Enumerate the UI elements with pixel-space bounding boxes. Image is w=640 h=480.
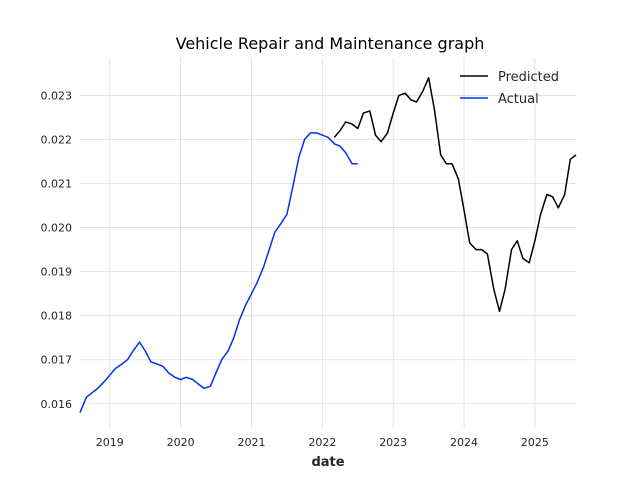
chart-title: Vehicle Repair and Maintenance graph [176,34,485,53]
x-tick-label: 2019 [96,436,124,449]
y-tick-label: 0.016 [41,398,73,411]
x-tick-label: 2023 [379,436,407,449]
x-tick-label: 2022 [308,436,336,449]
series-line-predicted [333,77,577,313]
x-tick-label: 2021 [237,436,265,449]
y-tick-label: 0.019 [41,266,73,279]
x-tick-label: 2025 [521,436,549,449]
y-tick-label: 0.021 [41,178,73,191]
x-gridlines [109,58,536,428]
y-gridlines [80,95,576,405]
y-tick-label: 0.017 [41,354,73,367]
x-tick-label: 2024 [450,436,478,449]
legend: Predicted Actual [460,70,559,107]
y-tick-labels: 0.016 0.017 0.018 0.019 0.020 0.021 0.022 0.023 [41,89,73,410]
legend-label: Actual [498,92,539,107]
x-tick-labels: 2019 2020 2021 2022 2023 2024 2025 [96,436,549,449]
y-tick-label: 0.022 [41,133,73,146]
series-line-actual [79,132,358,413]
x-axis-title: date [311,455,344,470]
y-tick-label: 0.020 [41,222,73,235]
x-tick-label: 2020 [167,436,195,449]
y-tick-label: 0.018 [41,310,73,323]
y-tick-label: 0.023 [41,89,73,102]
series-layer [79,77,577,413]
legend-label: Predicted [498,70,559,85]
